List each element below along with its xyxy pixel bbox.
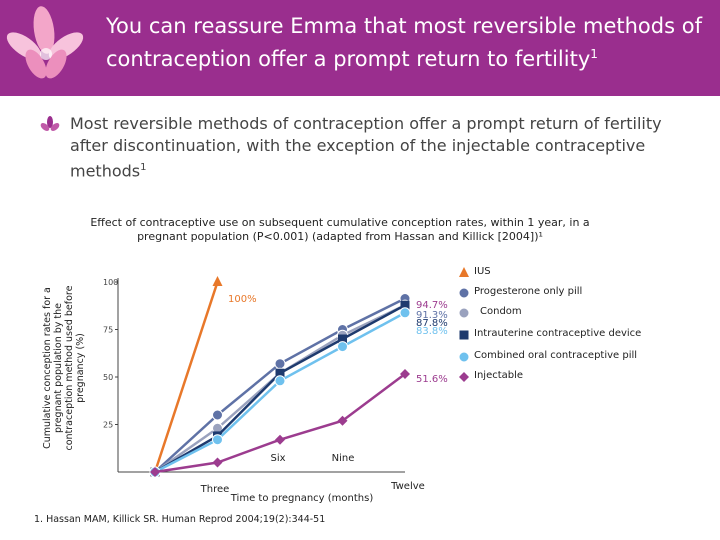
series-condom [149, 299, 411, 478]
data-point [399, 307, 411, 319]
legend-label: IUS [474, 266, 491, 277]
page-title-text: You can reassure Emma that most reversib… [106, 14, 702, 71]
x-tick-label: Three [200, 484, 230, 495]
series-line [153, 281, 219, 473]
data-label: 51.6% [416, 374, 448, 385]
data-point [274, 375, 286, 387]
x-tick-label: Nine [332, 453, 355, 464]
data-point [338, 334, 347, 344]
data-point [275, 434, 285, 445]
data-label: 87.8% [416, 318, 448, 329]
legend-marker-icon [459, 267, 469, 277]
header-bar: You can reassure Emma that most reversib… [0, 0, 720, 96]
data-point [150, 467, 160, 477]
legend-marker-shape [459, 267, 469, 277]
page-title: You can reassure Emma that most reversib… [106, 12, 706, 73]
page-title-footnote: 1 [590, 47, 598, 61]
data-point [275, 368, 285, 378]
legend-label: Injectable [474, 370, 524, 381]
series-line [154, 311, 406, 474]
series-intrauterine-contraceptive-device [150, 300, 410, 477]
legend-marker-shape [458, 307, 470, 319]
data-point [212, 409, 223, 421]
legend-marker-icon [458, 307, 470, 319]
data-point [337, 341, 348, 353]
legend-label: Progesterone only pill [474, 286, 583, 297]
y-tick-label: 25 [103, 421, 113, 430]
legend-marker-shape [458, 351, 470, 363]
legend-label: Condom [480, 306, 522, 317]
data-point [400, 300, 410, 310]
reference-text: 1. Hassan MAM, Killick SR. Human Reprod … [34, 514, 326, 525]
data-label: 91.3% [416, 310, 448, 321]
legend-marker-icon [458, 287, 470, 299]
bullet-point: Most reversible methods of contraception… [70, 113, 670, 182]
legend-marker-shape [458, 287, 470, 299]
data-label: 100% [228, 294, 257, 305]
legend-label: Intrauterine contraceptive device [474, 328, 642, 339]
x-tick-label: Six [270, 453, 285, 464]
y-tick-label: 75 [103, 326, 113, 335]
bullet-text: Most reversible methods of contraception… [70, 114, 662, 181]
bullet-flower-icon [40, 116, 60, 131]
x-tick-label: Twelve [390, 481, 425, 492]
data-point [212, 434, 223, 446]
data-point [337, 415, 348, 426]
data-point [274, 358, 286, 370]
legend-marker-icon [459, 330, 469, 340]
y-tick-label: 50 [103, 373, 113, 382]
series-line [154, 304, 406, 474]
bullet-footnote: 1 [140, 162, 147, 173]
orchid-logo-icon [6, 6, 84, 79]
legend-label: Combined oral contraceptive pill [474, 350, 638, 361]
y-tick-label: 100 [103, 278, 118, 287]
chart-title: Effect of contraceptive use on subsequen… [90, 216, 590, 243]
legend-marker-icon [458, 351, 470, 363]
legend-marker-shape [459, 372, 469, 382]
data-label: 94.7% [416, 300, 448, 311]
series-ius [150, 276, 223, 476]
data-point [212, 457, 223, 468]
data-label: 83.8% [416, 326, 448, 337]
x-axis-label: Time to pregnancy (months) [230, 493, 374, 504]
series-injectable [150, 368, 410, 477]
data-point [400, 368, 410, 379]
data-point [212, 276, 223, 286]
legend-marker-icon [459, 372, 469, 382]
legend-marker-shape [459, 330, 469, 340]
